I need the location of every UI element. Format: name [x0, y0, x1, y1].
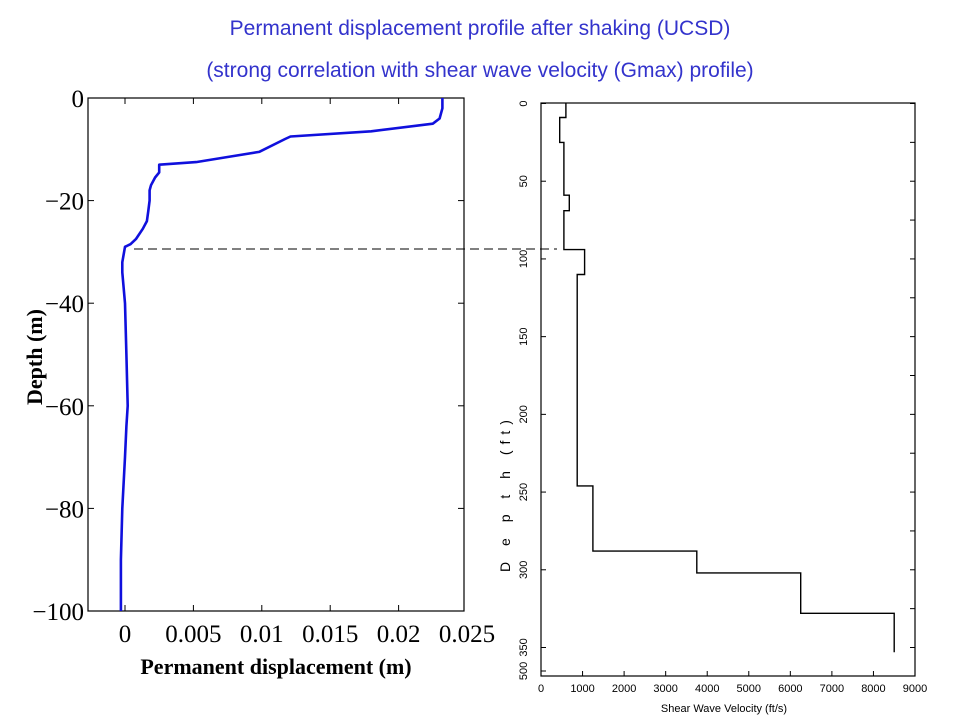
displacement-x-axis-label: Permanent displacement (m) [140, 654, 411, 679]
velocity-x-axis-label: Shear Wave Velocity (ft/s) [661, 703, 787, 715]
displacement-x-tick-label: 0.025 [439, 621, 495, 648]
displacement-x-tick-label: 0.015 [302, 621, 358, 648]
displacement-ticks [88, 97, 465, 612]
velocity-x-tick-label: 8000 [861, 683, 885, 695]
velocity-y-tick-label: 150 [518, 327, 530, 345]
displacement-y-tick-label: −60 [45, 394, 84, 421]
velocity-x-tick-label: 2000 [612, 683, 636, 695]
displacement-x-tick-label: 0.005 [165, 621, 221, 648]
displacement-x-tick-label: 0.02 [377, 621, 421, 648]
displacement-y-tick-label: −40 [45, 291, 84, 318]
velocity-ticks [540, 103, 916, 676]
velocity-x-tick-label: 1000 [570, 683, 594, 695]
velocity-y-tick-label: 250 [518, 483, 530, 501]
velocity-x-tick-label: 4000 [695, 683, 719, 695]
displacement-y-tick-label: −100 [32, 599, 84, 626]
displacement-series-line [119, 98, 444, 611]
velocity-y-tick-label: 500 [518, 662, 530, 680]
velocity-series-line [559, 103, 895, 653]
velocity-x-tick-label: 0 [538, 683, 544, 695]
velocity-x-tick-label: 5000 [737, 683, 761, 695]
displacement-x-tick-label: 0.01 [240, 621, 284, 648]
velocity-y-tick-label: 100 [518, 250, 530, 268]
displacement-y-tick-labels: 0 −20 −40 −60 −80 −100 [32, 86, 84, 626]
displacement-chart: 0 0.005 0.01 0.015 0.02 0.025 0 −20 −40 −60 −80 −1… [22, 86, 495, 679]
velocity-plot-frame [540, 102, 916, 677]
displacement-y-tick-label: 0 [72, 86, 85, 113]
displacement-y-tick-label: −20 [45, 189, 84, 216]
displacement-y-axis-label: Depth (m) [22, 309, 47, 405]
velocity-y-axis-label: D e p t h (ft) [497, 414, 513, 572]
velocity-x-tick-label: 7000 [820, 683, 844, 695]
velocity-y-tick-label: 0 [518, 100, 530, 106]
velocity-y-tick-label: 50 [518, 175, 530, 187]
velocity-x-tick-labels: 0 1000 2000 3000 4000 5000 6000 7000 8000 9000 [538, 683, 927, 695]
velocity-x-tick-label: 9000 [903, 683, 927, 695]
displacement-plot-frame [87, 97, 465, 612]
velocity-y-tick-label: 350 [518, 638, 530, 656]
velocity-y-tick-label: 200 [518, 405, 530, 423]
velocity-x-tick-label: 3000 [653, 683, 677, 695]
displacement-y-tick-label: −80 [45, 496, 84, 523]
shear-velocity-chart: 0 1000 2000 3000 4000 5000 6000 7000 8000 9000 05… [497, 100, 927, 715]
slide-title-line-2: (strong correlation with shear wave velo… [206, 59, 754, 82]
slide-title-line-1: Permanent displacement profile after sha… [229, 17, 731, 40]
velocity-y-tick-labels: 0 50 100 150 200 250 300 350 500 [518, 100, 530, 680]
displacement-x-tick-label: 0 [119, 621, 132, 648]
velocity-x-tick-label: 6000 [778, 683, 802, 695]
displacement-x-tick-labels: 0 0.005 0.01 0.015 0.02 0.025 [119, 621, 495, 648]
velocity-y-tick-label: 300 [518, 561, 530, 579]
